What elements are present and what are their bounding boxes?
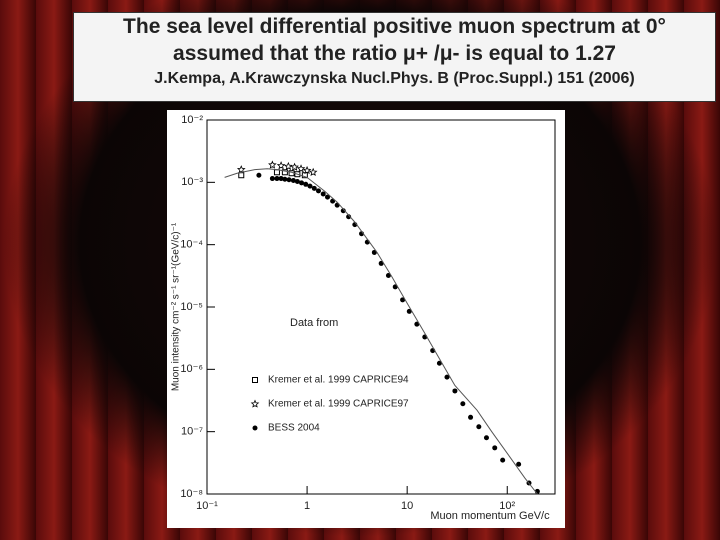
circle-point [315,188,321,194]
circle-point [346,214,352,220]
y-tick-label: 10⁻² [181,114,203,126]
circle-point [269,176,275,182]
star-point [290,162,299,171]
y-axis-label: Muon intensity cm⁻² s⁻¹ sr⁻¹(GeV/c)⁻¹ [171,222,182,391]
circle-point [311,185,317,191]
title-line: The sea level differential positive muon… [123,15,666,38]
x-tick-label: 10² [499,500,515,512]
square-point [294,171,301,178]
circle-point [325,194,331,200]
star-point [268,160,277,169]
title-line: assumed that the ratio μ+ /μ- is equal t… [173,42,616,65]
square-point [281,169,288,176]
circle-point [444,374,450,380]
star-point [302,165,312,175]
circle-point [340,208,346,214]
square-point [252,377,258,383]
y-tick-label: 10⁻⁷ [181,426,203,438]
y-tick-label: 10⁻⁸ [180,488,203,500]
model-curve [224,168,538,495]
legend-label: Kremer et al. 1999 CAPRICE94 [268,375,409,386]
circle-point [307,183,313,189]
circle-point [320,191,326,197]
circle-point [414,321,420,327]
y-tick-label: 10⁻⁴ [180,239,203,251]
circle-point [483,435,489,441]
circle-point [286,177,292,183]
circle-point [436,360,442,366]
circle-point [252,425,258,431]
circle-point [452,388,458,394]
chart-panel [167,110,565,528]
circle-point [303,181,309,187]
legend-label: BESS 2004 [268,423,320,434]
circle-point [406,308,412,314]
circle-point [290,178,296,184]
x-tick-label: 1 [304,500,310,512]
x-axis-label: Muon momentum GeV/c [430,510,550,522]
circle-point [500,457,506,463]
legend-label: Kremer et al. 1999 CAPRICE97 [268,399,409,410]
title-box: The sea level differential positive muon… [73,12,716,102]
circle-point [385,273,391,279]
circle-point [468,414,474,420]
x-tick-label: 10 [401,500,413,512]
circle-point [256,172,262,178]
circle-point [274,176,280,182]
circle-point [516,461,522,467]
star-point [284,161,293,171]
star-point [276,161,286,170]
circle-point [294,179,300,185]
circle-point [460,401,466,407]
star-point [308,167,318,176]
y-tick-label: 10⁻⁶ [180,363,203,375]
circle-point [299,180,305,186]
legend-title: Data from [290,317,338,329]
y-tick-label: 10⁻⁵ [180,301,203,313]
reference: J.Kempa, A.Krawczynska Nucl.Phys. B (Pro… [154,70,635,87]
circle-point [476,424,482,430]
circle-point [492,445,498,451]
x-tick-label: 10⁻¹ [196,500,218,512]
circle-point [278,176,284,182]
circle-point [282,176,288,182]
circle-point [400,297,406,303]
star-point [250,399,260,408]
star-point [296,164,306,173]
star-point [236,165,246,174]
y-tick-label: 10⁻³ [181,176,203,188]
